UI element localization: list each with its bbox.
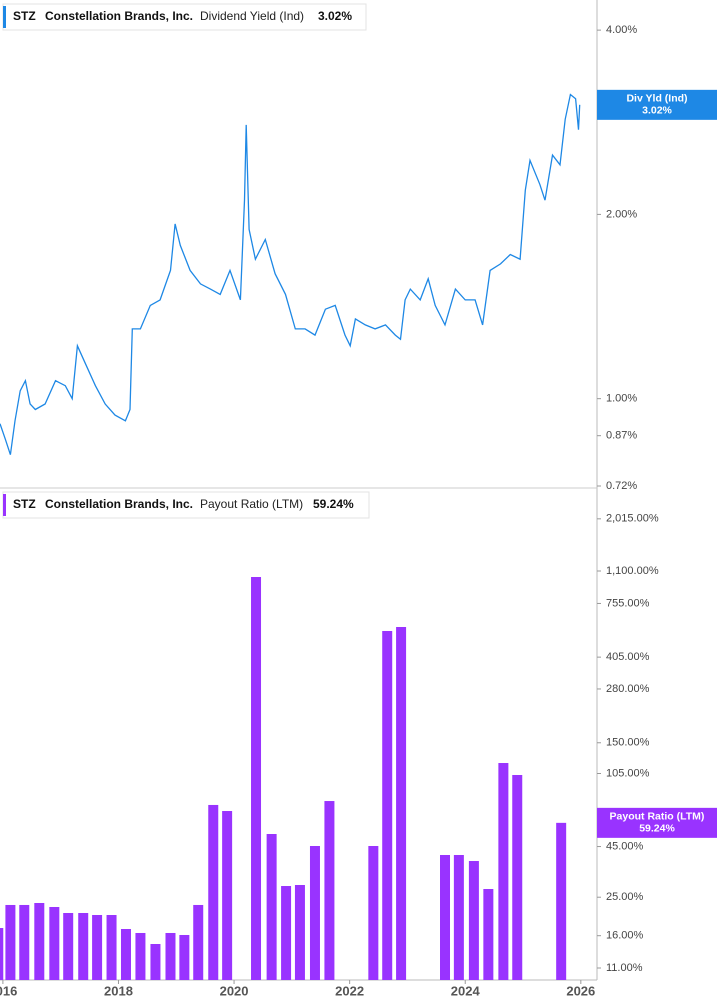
x-tick-label: 2018 <box>104 983 133 998</box>
legend-series: Dividend Yield (Ind) <box>200 9 304 23</box>
badge-title: Payout Ratio (LTM) <box>610 811 705 823</box>
bar <box>49 906 60 980</box>
bar <box>368 845 379 980</box>
badge-box <box>597 807 717 838</box>
bar <box>179 934 190 980</box>
y-tick-label: 105.00% <box>606 767 650 779</box>
y-tick-label: 2,015.00% <box>606 513 659 525</box>
legend-value: 3.02% <box>318 9 352 23</box>
bar <box>92 915 103 980</box>
bar <box>120 929 131 980</box>
legend-marker <box>3 6 6 28</box>
bar <box>468 861 479 980</box>
y-tick-label: 0.72% <box>606 480 637 492</box>
legend-top: STZ Constellation Brands, Inc. Dividend … <box>2 3 367 31</box>
bar <box>309 845 320 980</box>
x-tick-label: 2022 <box>335 983 364 998</box>
y-tick-label: 25.00% <box>606 891 644 903</box>
price-badge: Payout Ratio (LTM)59.24% <box>597 807 717 838</box>
y-tick-label: 2.00% <box>606 208 637 220</box>
y-tick-label: 150.00% <box>606 737 650 749</box>
bar <box>106 915 117 980</box>
bar <box>222 811 233 980</box>
badge-box <box>597 89 717 120</box>
y-tick-label: 280.00% <box>606 683 650 695</box>
badge-title: Div Yld (Ind) <box>626 93 687 105</box>
badge-value: 3.02% <box>642 105 672 117</box>
y-tick-label: 4.00% <box>606 24 637 36</box>
bar <box>483 889 494 980</box>
bar <box>440 854 451 980</box>
y-tick-label: 405.00% <box>606 651 650 663</box>
y-tick-label: 1,100.00% <box>606 565 659 577</box>
bar <box>512 774 523 980</box>
y-tick-label: 755.00% <box>606 597 650 609</box>
x-tick-label: 2024 <box>451 983 481 998</box>
line-series <box>0 93 581 455</box>
bar <box>208 804 219 980</box>
x-tick-label: 2026 <box>566 983 595 998</box>
bar <box>556 822 567 980</box>
bar <box>281 886 292 980</box>
x-tick-label: 2020 <box>220 983 249 998</box>
bar <box>0 928 4 980</box>
bar <box>498 763 509 980</box>
y-tick-label: 45.00% <box>606 840 644 852</box>
x-tick-label: 2016 <box>0 983 17 998</box>
bar <box>193 904 204 980</box>
y-tick-label: 11.00% <box>606 962 643 974</box>
bar <box>78 912 89 980</box>
legend-ticker: STZ <box>13 497 36 511</box>
legend-marker <box>3 494 6 516</box>
y-tick-label: 16.00% <box>606 930 644 942</box>
bar <box>294 884 305 980</box>
bar <box>34 902 45 980</box>
bar <box>382 630 393 980</box>
bar <box>19 904 30 980</box>
bar <box>5 904 16 980</box>
bar <box>150 944 161 980</box>
legend-ticker: STZ <box>13 9 36 23</box>
legend-company: Constellation Brands, Inc. <box>45 9 193 23</box>
bar <box>396 626 407 980</box>
bar <box>135 932 146 980</box>
bar <box>63 912 74 980</box>
legend-value: 59.24% <box>313 497 354 511</box>
legend-box <box>2 3 367 31</box>
bar <box>165 932 176 980</box>
bar <box>266 834 277 980</box>
badge-value: 59.24% <box>639 823 675 835</box>
bar <box>324 801 335 980</box>
bar <box>251 577 262 980</box>
bar <box>453 854 464 980</box>
legend-series: Payout Ratio (LTM) <box>200 497 303 511</box>
legend-box <box>2 491 370 519</box>
legend-company: Constellation Brands, Inc. <box>45 497 193 511</box>
price-badge: Div Yld (Ind)3.02% <box>597 89 717 120</box>
y-tick-label: 1.00% <box>606 393 637 405</box>
y-tick-label: 0.87% <box>606 430 637 442</box>
legend-bottom: STZ Constellation Brands, Inc. Payout Ra… <box>2 491 370 519</box>
